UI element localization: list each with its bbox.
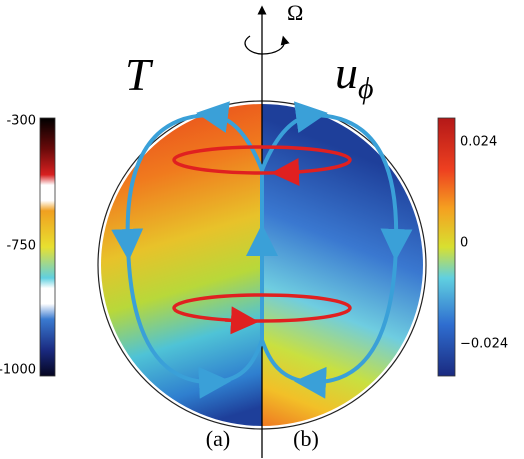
left-tick-label: -300 [6,114,36,129]
velocity-field [262,104,423,426]
right-title-sub: ϕ [358,72,374,105]
left-tick-label: -750 [6,239,36,254]
right-colorbar [437,117,456,377]
vortex-rings [172,145,352,335]
right-tick-label: 0 [460,236,468,251]
temperature-field [101,104,262,426]
panel-label: (a) [206,426,230,451]
rotation-arrow [244,35,290,55]
left-title: T [125,49,154,100]
right-title-base: u [335,47,358,98]
left-colorbar [39,117,56,377]
right-tick-label: −0.024 [460,337,508,352]
right-tick-label: 0.024 [460,135,497,150]
axis-symbol: Ω [287,0,303,25]
panel-label: (b) [293,426,319,451]
left-tick-label: -1000 [0,363,36,378]
streamlines [111,101,413,399]
right-title: uϕ [335,47,374,105]
